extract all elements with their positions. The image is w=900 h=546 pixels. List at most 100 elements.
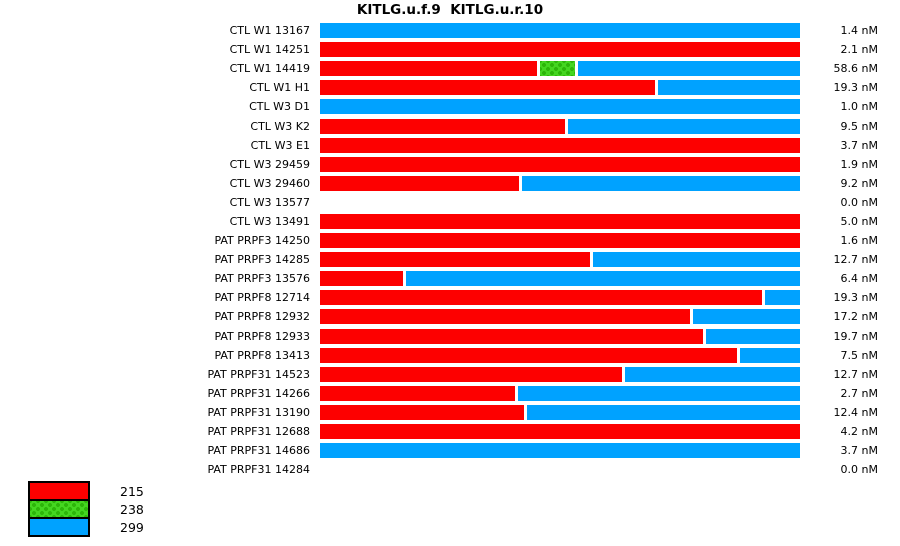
bar-track (320, 309, 800, 325)
chart-row: PAT PRPF3 14250 1.6 nM (0, 231, 900, 250)
chart-row: CTL W3 29459 1.9 nM (0, 155, 900, 174)
bar-segment-red (320, 252, 590, 268)
bar-segment-red (320, 271, 403, 287)
bar-track (320, 328, 800, 344)
row-label: PAT PRPF3 13576 (214, 272, 310, 286)
bar-segment-blue (518, 385, 800, 401)
chart-row: CTL W3 E1 3.7 nM (0, 136, 900, 155)
bar-segment-blue (522, 175, 800, 191)
row-label: PAT PRPF8 12932 (214, 310, 310, 324)
chart-row: PAT PRPF31 14266 2.7 nM (0, 384, 900, 403)
row-value: 19.3 nM (833, 81, 878, 95)
bar-segment-red (320, 156, 800, 172)
bar-segment-red (320, 404, 524, 420)
chart-row: CTL W1 H1 19.3 nM (0, 78, 900, 97)
bar-segment-red (320, 61, 537, 77)
legend: 215 238 299 (28, 481, 144, 537)
row-label: CTL W3 E1 (250, 138, 310, 152)
row-label: PAT PRPF31 14686 (207, 444, 310, 458)
bar-track (320, 347, 800, 363)
row-label: PAT PRPF3 14285 (214, 253, 310, 267)
chart-title: KITLG.u.f.9 KITLG.u.r.10 (356, 2, 544, 18)
bar-track (320, 175, 800, 191)
row-label: PAT PRPF31 13190 (207, 405, 310, 419)
bar-segment-red (320, 137, 800, 153)
legend-swatch-green-hatch (28, 499, 90, 519)
legend-swatch-blue (28, 517, 90, 537)
chart-row: PAT PRPF31 14686 3.7 nM (0, 441, 900, 460)
row-value: 3.7 nM (840, 444, 878, 458)
bar-segment-blue (658, 80, 800, 96)
bar-track (320, 156, 800, 172)
chart-row: PAT PRPF3 14285 12.7 nM (0, 250, 900, 269)
row-value: 0.0 nM (840, 195, 878, 209)
bar-segment-red (320, 309, 690, 325)
row-value: 0.0 nM (840, 463, 878, 477)
row-label: PAT PRPF31 14284 (207, 463, 310, 477)
bar-track (320, 233, 800, 249)
row-label: CTL W3 29460 (229, 176, 310, 190)
chart-row: PAT PRPF31 14284 0.0 nM (0, 460, 900, 479)
chart-row: PAT PRPF31 13190 12.4 nM (0, 403, 900, 422)
chart-row: PAT PRPF3 13576 6.4 nM (0, 269, 900, 288)
chart-row: PAT PRPF8 12714 19.3 nM (0, 288, 900, 307)
chart-row: PAT PRPF8 13413 7.5 nM (0, 346, 900, 365)
row-value: 6.4 nM (840, 272, 878, 286)
bar-segment-red (320, 366, 622, 382)
legend-label: 238 (120, 501, 144, 517)
chart-row: PAT PRPF31 12688 4.2 nM (0, 422, 900, 441)
bar-segment-blue (320, 443, 800, 459)
legend-label: 299 (120, 519, 144, 535)
bar-segment-red (320, 42, 800, 58)
row-value: 2.1 nM (840, 43, 878, 57)
bar-track (320, 271, 800, 287)
bar-segment-blue (406, 271, 800, 287)
bar-segment-blue (693, 309, 800, 325)
bar-rows-container: CTL W1 13167 1.4 nM CTL W1 14251 2.1 nM CTL … (0, 21, 900, 479)
chart-row: PAT PRPF8 12933 19.7 nM (0, 327, 900, 346)
chart-row: PAT PRPF31 14523 12.7 nM (0, 365, 900, 384)
row-value: 12.7 nM (833, 367, 878, 381)
bar-segment-red (320, 290, 762, 306)
row-value: 12.4 nM (833, 405, 878, 419)
row-label: PAT PRPF8 12933 (214, 329, 310, 343)
row-value: 1.9 nM (840, 157, 878, 171)
legend-swatch-red (28, 481, 90, 501)
bar-segment-blue (625, 366, 800, 382)
row-label: CTL W3 D1 (249, 100, 310, 114)
chart-row: PAT PRPF8 12932 17.2 nM (0, 307, 900, 326)
chart-row: CTL W1 13167 1.4 nM (0, 21, 900, 40)
bar-track (320, 252, 800, 268)
row-value: 5.0 nM (840, 214, 878, 228)
bar-segment-red (320, 213, 800, 229)
legend-label: 215 (120, 483, 144, 499)
bar-track (320, 443, 800, 459)
bar-segment-red (320, 175, 519, 191)
bar-segment-blue (527, 404, 800, 420)
chart-row: CTL W3 13577 0.0 nM (0, 193, 900, 212)
bar-segment-red (320, 347, 737, 363)
bar-track (320, 61, 800, 77)
bar-segment-green (540, 61, 575, 77)
bar-segment-red (320, 233, 800, 249)
bar-track (320, 404, 800, 420)
row-value: 17.2 nM (833, 310, 878, 324)
bar-segment-blue (740, 347, 800, 363)
row-value: 7.5 nM (840, 348, 878, 362)
row-label: CTL W3 29459 (229, 157, 310, 171)
row-value: 9.5 nM (840, 119, 878, 133)
bar-track (320, 42, 800, 58)
row-label: CTL W1 14419 (229, 62, 310, 76)
row-value: 19.3 nM (833, 291, 878, 305)
row-value: 1.0 nM (840, 100, 878, 114)
bar-track (320, 80, 800, 96)
bar-track (320, 213, 800, 229)
legend-row: 299 (28, 517, 144, 537)
bar-track (320, 137, 800, 153)
row-value: 12.7 nM (833, 253, 878, 267)
bar-track (320, 462, 800, 477)
row-label: CTL W3 K2 (250, 119, 310, 133)
row-label: CTL W3 13491 (229, 214, 310, 228)
legend-row: 238 (28, 499, 144, 519)
